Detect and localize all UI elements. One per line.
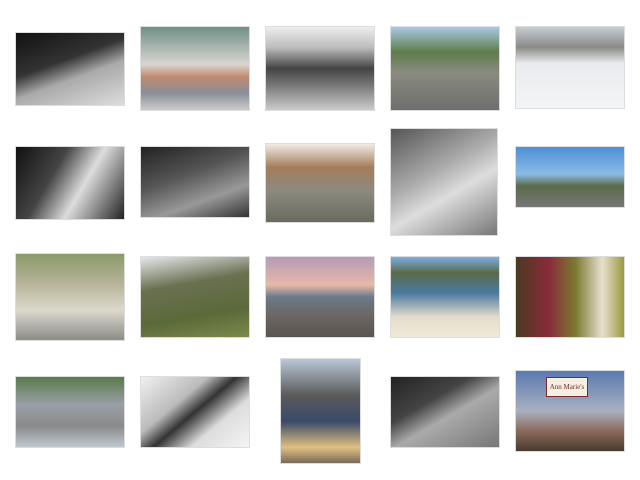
photo[interactable] bbox=[280, 358, 361, 464]
photo[interactable] bbox=[15, 146, 125, 220]
photo[interactable] bbox=[390, 128, 498, 236]
photo[interactable] bbox=[390, 376, 500, 448]
photo[interactable] bbox=[15, 32, 125, 106]
photo[interactable] bbox=[515, 146, 625, 208]
photo[interactable] bbox=[140, 376, 250, 448]
photo[interactable] bbox=[390, 26, 500, 111]
photo[interactable] bbox=[15, 253, 125, 341]
photo[interactable] bbox=[140, 26, 250, 111]
photo[interactable] bbox=[140, 146, 250, 218]
photo[interactable] bbox=[265, 256, 375, 338]
photo[interactable] bbox=[15, 376, 125, 448]
photo[interactable] bbox=[515, 26, 625, 109]
photo[interactable] bbox=[265, 26, 375, 111]
photo[interactable] bbox=[515, 256, 625, 338]
photo[interactable]: Ann Marie's bbox=[515, 370, 625, 452]
photo[interactable] bbox=[140, 256, 250, 338]
photo[interactable] bbox=[390, 256, 500, 338]
sign-text: Ann Marie's bbox=[546, 377, 588, 397]
photo[interactable] bbox=[265, 143, 375, 223]
